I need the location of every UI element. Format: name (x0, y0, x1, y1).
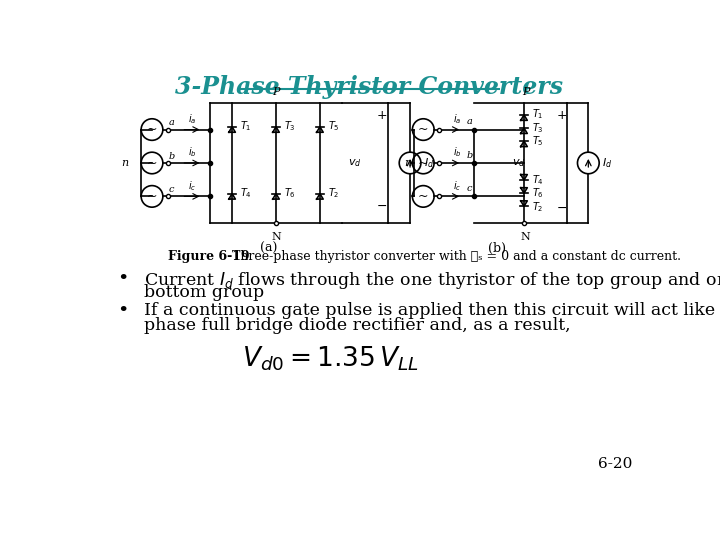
Text: $T_5$: $T_5$ (532, 134, 544, 148)
Text: 6-20: 6-20 (598, 457, 632, 471)
Text: $T_3$: $T_3$ (532, 121, 544, 134)
Text: 3-Phase Thyristor Converters: 3-Phase Thyristor Converters (175, 75, 563, 99)
Text: ~: ~ (147, 190, 157, 203)
Text: $i_a$: $i_a$ (453, 112, 462, 126)
Text: phase full bridge diode rectifier and, as a result,: phase full bridge diode rectifier and, a… (144, 316, 571, 334)
Text: n: n (405, 158, 412, 168)
Text: $I_d$: $I_d$ (424, 156, 434, 170)
Text: $i_c$: $i_c$ (453, 179, 462, 193)
Text: a: a (169, 118, 175, 127)
Text: $I_d$: $I_d$ (602, 156, 613, 170)
Text: bottom group: bottom group (144, 284, 264, 301)
Text: (a): (a) (260, 242, 277, 255)
Text: a: a (467, 118, 473, 126)
Text: $i_a$: $i_a$ (188, 112, 196, 126)
Text: b: b (169, 152, 175, 161)
Text: +: + (377, 110, 387, 123)
Text: $T_6$: $T_6$ (532, 187, 544, 200)
Text: b: b (467, 151, 473, 160)
Text: P: P (272, 87, 280, 97)
Text: ~: ~ (418, 190, 428, 203)
Text: −: − (377, 200, 387, 213)
Text: P: P (522, 87, 529, 97)
Text: n: n (122, 158, 129, 168)
Text: If a continuous gate pulse is applied then this circuit will act like a three-: If a continuous gate pulse is applied th… (144, 302, 720, 319)
Text: (b): (b) (488, 242, 506, 255)
Text: N: N (521, 232, 531, 242)
Text: $T_2$: $T_2$ (532, 200, 544, 213)
Text: $i_b$: $i_b$ (188, 145, 197, 159)
Text: ~: ~ (147, 123, 157, 136)
Text: $T_6$: $T_6$ (284, 186, 296, 200)
Text: c: c (467, 184, 472, 193)
Text: •: • (117, 302, 128, 320)
Text: $i_b$: $i_b$ (453, 145, 462, 159)
Text: +: + (557, 110, 567, 123)
Text: $T_1$: $T_1$ (240, 119, 251, 133)
Text: Three-phase thyristor converter with ℓₛ = 0 and a constant dc current.: Three-phase thyristor converter with ℓₛ … (220, 249, 681, 262)
Text: $T_3$: $T_3$ (284, 119, 295, 133)
Text: N: N (271, 232, 281, 242)
Text: Figure 6-19: Figure 6-19 (168, 249, 249, 262)
Text: c: c (169, 185, 174, 194)
Text: $T_4$: $T_4$ (240, 186, 252, 200)
Text: $v_d$: $v_d$ (348, 157, 361, 169)
Text: ~: ~ (418, 123, 428, 136)
Text: $T_5$: $T_5$ (328, 119, 339, 133)
Text: $i_c$: $i_c$ (188, 179, 196, 193)
Text: ~: ~ (418, 157, 428, 170)
Text: ~: ~ (147, 157, 157, 170)
Text: $v_d$: $v_d$ (513, 157, 526, 169)
Text: $T_1$: $T_1$ (532, 107, 544, 122)
Text: $T_2$: $T_2$ (328, 186, 339, 200)
Text: Current $I_d$ flows through the one thyristor of the top group and one of the: Current $I_d$ flows through the one thyr… (144, 269, 720, 291)
Text: $V_{d0} = 1.35\,V_{LL}$: $V_{d0} = 1.35\,V_{LL}$ (242, 345, 419, 373)
Text: $T_4$: $T_4$ (532, 173, 544, 187)
Text: •: • (117, 269, 128, 288)
Text: −: − (557, 202, 567, 215)
